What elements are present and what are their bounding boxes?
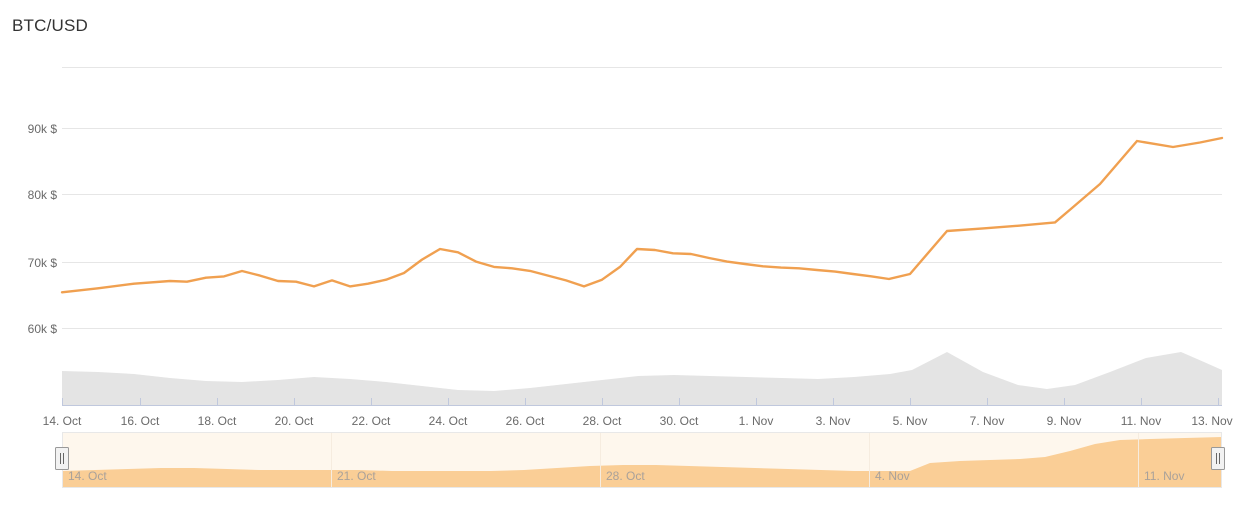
x-tick-label: 3. Nov [816,414,851,428]
navigator-label: 11. Nov [1144,469,1184,483]
range-navigator[interactable]: 14. Oct 21. Oct 28. Oct 4. Nov 11. Nov [55,432,1225,488]
x-tick-label: 14. Oct [43,414,82,428]
left-range-handle[interactable] [55,447,69,470]
navigator-selected-range-mask[interactable] [62,432,1222,488]
x-tick-label: 20. Oct [275,414,314,428]
x-tick-label: 11. Nov [1121,414,1161,428]
x-tick-label: 26. Oct [506,414,545,428]
navigator-label: 4. Nov [875,469,910,483]
x-tick-label: 30. Oct [660,414,699,428]
page-title: BTC/USD [12,16,89,35]
x-tick-label: 5. Nov [893,414,928,428]
y-axis: 90k $ 80k $ 70k $ 60k $ [28,122,58,336]
y-tick-label-80k: 80k $ [28,188,58,202]
x-tick-label: 9. Nov [1047,414,1082,428]
x-tick-label: 13. Nov [1191,414,1232,428]
volume-area-path [62,352,1222,405]
y-tick-label-90k: 90k $ [28,122,58,136]
price-line-series [60,136,1224,294]
volume-area-series [62,352,1222,405]
navigator-label: 28. Oct [606,469,645,483]
price-line-path [60,136,1224,294]
x-tick-label: 1. Nov [739,414,774,428]
right-range-handle[interactable] [1211,447,1225,470]
y-tick-label-60k: 60k $ [28,322,58,336]
navigator-label: 14. Oct [68,469,107,483]
navigator-label: 21. Oct [337,469,376,483]
x-tick-label: 24. Oct [429,414,468,428]
x-axis: 14. Oct 16. Oct 18. Oct 20. Oct 22. Oct … [43,398,1233,428]
x-tick-label: 7. Nov [970,414,1005,428]
x-tick-label: 28. Oct [583,414,622,428]
x-tick-label: 22. Oct [352,414,391,428]
gridlines [62,67,1222,329]
x-tick-label: 18. Oct [198,414,237,428]
navigator-series-area [62,437,1222,488]
y-tick-label-70k: 70k $ [28,256,58,270]
x-tick-label: 16. Oct [121,414,160,428]
